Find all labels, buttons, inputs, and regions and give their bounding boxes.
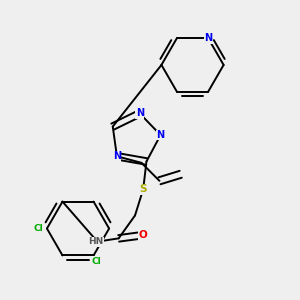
- Text: N: N: [157, 130, 165, 140]
- Text: N: N: [113, 151, 121, 161]
- Text: HN: HN: [88, 237, 103, 246]
- Text: S: S: [140, 184, 147, 194]
- Text: N: N: [136, 108, 144, 118]
- Text: Cl: Cl: [92, 257, 102, 266]
- Text: O: O: [139, 230, 148, 240]
- Text: N: N: [204, 33, 212, 43]
- Text: Cl: Cl: [34, 224, 43, 233]
